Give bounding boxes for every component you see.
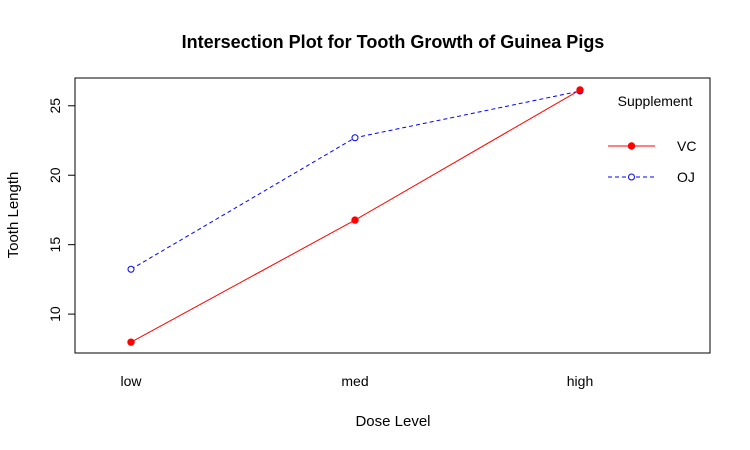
series-line-VC (130, 89, 581, 343)
y-axis-label: Tooth Length (5, 172, 22, 259)
series-VC (127, 86, 584, 346)
y-tick-label: 20 (47, 167, 63, 183)
legend-swatch-marker (627, 142, 636, 150)
plot-frame (74, 77, 711, 354)
point-VC-med (351, 216, 359, 224)
x-axis: low med high (120, 373, 593, 389)
x-tick-label-high: high (567, 373, 593, 389)
y-tick-label: 10 (47, 306, 63, 322)
legend-swatch-marker (628, 173, 635, 181)
x-tick-label-med: med (341, 373, 368, 389)
x-tick-label-low: low (120, 373, 142, 389)
point-VC-high (576, 86, 584, 94)
legend-label: VC (677, 138, 696, 154)
point-VC-low (127, 338, 135, 346)
legend-label: OJ (677, 169, 695, 185)
series-line-OJ (130, 90, 581, 270)
chart-title: Intersection Plot for Tooth Growth of Gu… (182, 32, 605, 52)
legend-item-VC: VC (608, 138, 696, 154)
x-axis-label: Dose Level (355, 413, 430, 430)
point-OJ-med (351, 134, 359, 142)
y-axis: 10 15 20 25 (47, 98, 76, 322)
legend-item-OJ: OJ (608, 169, 695, 185)
point-OJ-low (127, 265, 135, 273)
y-tick-label: 25 (47, 98, 63, 114)
series-layer (127, 86, 584, 346)
legend-title: Supplement (618, 93, 693, 109)
y-tick-label: 15 (47, 237, 63, 253)
legend-items: VC OJ (608, 138, 696, 185)
series-OJ (127, 87, 584, 273)
legend: Supplement VC OJ (608, 93, 696, 185)
